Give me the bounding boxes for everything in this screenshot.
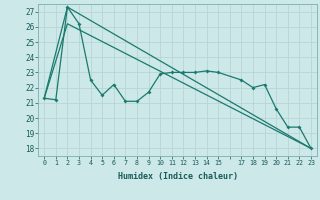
X-axis label: Humidex (Indice chaleur): Humidex (Indice chaleur)	[118, 172, 238, 181]
